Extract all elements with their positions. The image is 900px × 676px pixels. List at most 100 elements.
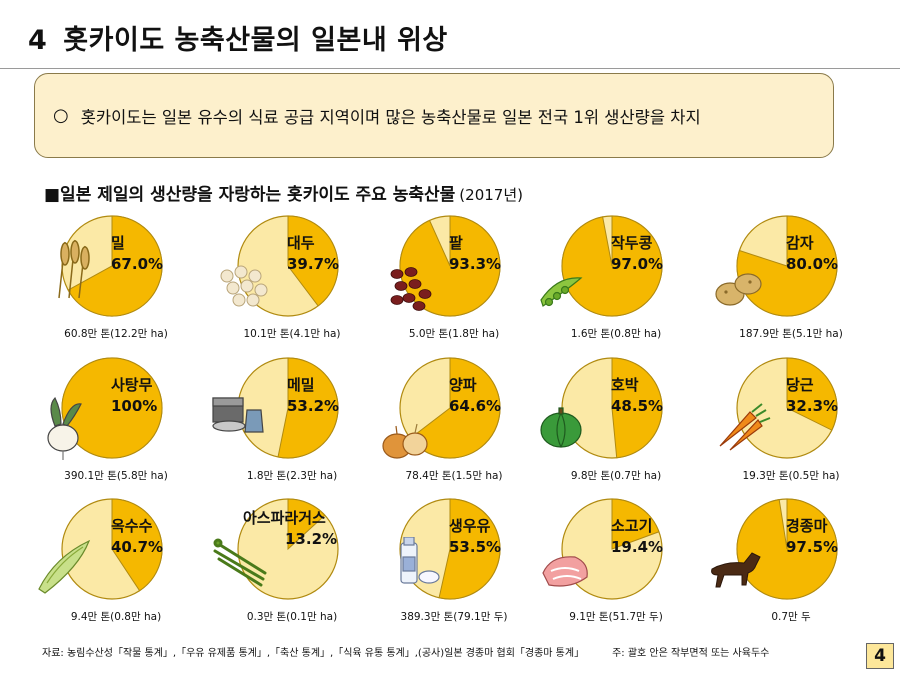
production-caption: 9.8만 톤(0.7만 ha) — [570, 470, 662, 482]
share-percent: 40.7% — [111, 538, 164, 556]
pie-share-slice — [287, 498, 326, 551]
share-pie — [399, 357, 501, 459]
crop-label: 아스파라거스 13.2% — [243, 507, 337, 548]
production-caption: 9.1만 톤(51.7만 두) — [569, 611, 663, 623]
share-percent: 93.3% — [449, 255, 502, 273]
bracket-note: 주: 괄호 안은 작부면적 또는 사육두수 — [612, 648, 770, 659]
share-percent: 100% — [111, 397, 158, 415]
production-caption: 78.4만 톤(1.5만 ha) — [405, 470, 503, 482]
crop-name: 작두콩 — [611, 234, 653, 252]
share-pie — [736, 357, 838, 459]
crop-label: 팥 93.3% — [449, 232, 501, 273]
pie-share-slice — [786, 357, 838, 431]
crop-name: 사탕무 — [111, 376, 153, 394]
share-pie — [561, 357, 663, 459]
share-pie — [61, 357, 163, 459]
pie-share-slice — [111, 498, 163, 592]
production-caption: 390.1만 톤(5.8만 ha) — [64, 470, 168, 482]
crop-item: 경종마 97.5% 0.7만 두 — [706, 497, 876, 647]
crop-name: 감자 — [786, 234, 814, 252]
pie-share-slice — [438, 498, 501, 600]
crop-item: 양파 64.6% 78.4만 톤(1.5만 ha) — [369, 356, 539, 506]
crop-label: 대두 39.7% — [287, 232, 339, 273]
crop-name: 호박 — [611, 376, 639, 394]
pie-share-slice — [277, 357, 339, 459]
share-pie — [237, 498, 339, 600]
summary-bullet-icon: ○ — [53, 105, 69, 126]
crop-item: 작두콩 97.0% 1.6만 톤(0.8만 ha) — [531, 214, 701, 364]
crop-item: 옥수수 40.7% 9.4만 톤(0.8만 ha) — [31, 497, 201, 647]
share-pie — [561, 215, 663, 317]
bean-pods-icon — [540, 277, 583, 307]
pie-share-slice — [67, 215, 163, 317]
horse-icon — [711, 552, 761, 588]
crop-item: 밀 67.0% 60.8만 톤(12.2만 ha) — [31, 214, 201, 364]
crop-label: 메밀 53.2% — [287, 374, 339, 415]
crop-name: 팥 — [449, 234, 463, 252]
source-note: 자료: 농림수산성「작물 통계」,「우유 유제품 통계」,「축산 통계」,「식육… — [42, 648, 585, 659]
share-percent: 32.3% — [786, 397, 839, 415]
pumpkin-icon — [540, 407, 582, 448]
page-title: 4 홋카이도 농축산물의 일본내 위상 — [28, 18, 448, 57]
onion-icon — [382, 423, 428, 459]
title-text: 홋카이도 농축산물의 일본내 위상 — [63, 25, 448, 56]
crop-item: 당근 32.3% 19.3만 톤(0.5만 ha) — [706, 356, 876, 506]
pie-share-slice — [287, 215, 339, 307]
production-caption: 1.6만 톤(0.8만 ha) — [570, 328, 662, 340]
page-number: 4 — [866, 643, 894, 669]
share-percent: 97.5% — [786, 538, 839, 556]
production-caption: 19.3만 톤(0.5만 ha) — [742, 470, 840, 482]
title-number: 4 — [28, 25, 48, 56]
crop-label: 작두콩 97.0% — [611, 232, 663, 273]
crop-name: 생우유 — [449, 517, 491, 535]
production-caption: 0.7만 두 — [771, 611, 811, 623]
red-beans-icon — [390, 267, 432, 311]
share-percent: 53.5% — [449, 538, 502, 556]
crop-item: 메밀 53.2% 1.8만 톤(2.3만 ha) — [207, 356, 377, 506]
share-percent: 64.6% — [449, 397, 502, 415]
production-caption: 0.3만 톤(0.1만 ha) — [246, 611, 338, 623]
crop-name: 밀 — [111, 234, 125, 252]
production-caption: 389.3만 톤(79.1만 두) — [400, 611, 508, 623]
crop-label: 당근 32.3% — [786, 374, 838, 415]
buckwheat-icon — [212, 397, 264, 433]
potato-icon — [715, 273, 762, 306]
pie-share-slice — [561, 215, 663, 317]
section-year: (2017년) — [459, 186, 523, 204]
crop-label: 밀 67.0% — [111, 232, 163, 273]
crop-label: 소고기 19.4% — [611, 515, 663, 556]
crop-label: 양파 64.6% — [449, 374, 501, 415]
crop-item: 소고기 19.4% 9.1만 톤(51.7만 두) — [531, 497, 701, 647]
crop-label: 옥수수 40.7% — [111, 515, 163, 556]
share-percent: 19.4% — [611, 538, 664, 556]
crop-item: 팥 93.3% 5.0만 톤(1.8만 ha) — [369, 214, 539, 364]
crop-item: 아스파라거스 13.2% 0.3만 톤(0.1만 ha) — [207, 497, 377, 647]
crop-name: 메밀 — [287, 376, 315, 394]
production-caption: 9.4만 톤(0.8만 ha) — [70, 611, 162, 623]
production-caption: 187.9만 톤(5.1만 ha) — [739, 328, 843, 340]
wheat-icon — [58, 239, 90, 299]
share-percent: 67.0% — [111, 255, 164, 273]
crop-label: 사탕무 100% — [111, 374, 157, 415]
asparagus-icon — [213, 538, 267, 587]
crop-name: 양파 — [449, 376, 477, 394]
share-pie — [237, 357, 339, 459]
share-pie — [736, 215, 838, 317]
pie-share-slice — [409, 357, 501, 459]
share-pie — [736, 498, 838, 600]
crop-item: 대두 39.7% 10.1만 톤(4.1만 ha) — [207, 214, 377, 364]
section-heading: ■일본 제일의 생산량을 자랑하는 홋카이도 주요 농축산물 (2017년) — [44, 180, 523, 205]
share-percent: 97.0% — [611, 255, 664, 273]
production-caption: 5.0만 톤(1.8만 ha) — [408, 328, 500, 340]
crop-label: 감자 80.0% — [786, 232, 838, 273]
production-caption: 10.1만 톤(4.1만 ha) — [243, 328, 341, 340]
crop-item: 생우유 53.5% 389.3만 톤(79.1만 두) — [369, 497, 539, 647]
crop-name: 경종마 — [786, 517, 828, 535]
share-pie — [61, 215, 163, 317]
share-percent: 80.0% — [786, 255, 839, 273]
section-heading-text: ■일본 제일의 생산량을 자랑하는 홋카이도 주요 농축산물 — [44, 185, 456, 205]
share-percent: 39.7% — [287, 255, 340, 273]
soybeans-icon — [220, 265, 268, 307]
crop-name: 아스파라거스 — [243, 509, 326, 527]
crop-label: 호박 48.5% — [611, 374, 663, 415]
